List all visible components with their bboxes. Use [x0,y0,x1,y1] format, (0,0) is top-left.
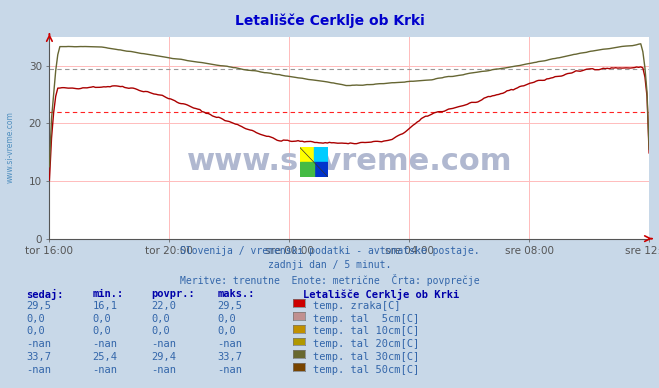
Text: -nan: -nan [92,339,117,349]
Text: 0,0: 0,0 [152,314,170,324]
Text: temp. zraka[C]: temp. zraka[C] [313,301,401,311]
Text: Slovenija / vremenski podatki - avtomatske postaje.: Slovenija / vremenski podatki - avtomats… [180,246,479,256]
Text: Letališče Cerklje ob Krki: Letališče Cerklje ob Krki [303,289,459,300]
Text: temp. tal 20cm[C]: temp. tal 20cm[C] [313,339,419,349]
Text: 0,0: 0,0 [26,326,45,336]
Text: -nan: -nan [152,365,177,375]
Text: 0,0: 0,0 [92,314,111,324]
Text: 0,0: 0,0 [217,314,236,324]
Text: temp. tal  5cm[C]: temp. tal 5cm[C] [313,314,419,324]
Text: -nan: -nan [152,339,177,349]
Text: 25,4: 25,4 [92,352,117,362]
Bar [314,147,328,162]
Text: www.si-vreme.com: www.si-vreme.com [186,147,512,177]
Text: www.si-vreme.com: www.si-vreme.com [5,111,14,184]
Bar [300,147,314,162]
Text: 0,0: 0,0 [152,326,170,336]
Text: 29,5: 29,5 [26,301,51,311]
Text: 29,4: 29,4 [152,352,177,362]
Text: sedaj:: sedaj: [26,289,64,300]
Text: 0,0: 0,0 [26,314,45,324]
Text: zadnji dan / 5 minut.: zadnji dan / 5 minut. [268,260,391,270]
Text: Meritve: trenutne  Enote: metrične  Črta: povprečje: Meritve: trenutne Enote: metrične Črta: … [180,274,479,286]
Text: 0,0: 0,0 [92,326,111,336]
Text: 29,5: 29,5 [217,301,243,311]
Text: temp. tal 30cm[C]: temp. tal 30cm[C] [313,352,419,362]
Text: -nan: -nan [26,339,51,349]
Text: maks.:: maks.: [217,289,255,299]
Text: povpr.:: povpr.: [152,289,195,299]
Text: -nan: -nan [92,365,117,375]
Text: 22,0: 22,0 [152,301,177,311]
Text: -nan: -nan [26,365,51,375]
Text: 33,7: 33,7 [217,352,243,362]
Bar [300,162,314,177]
Text: Letališče Cerklje ob Krki: Letališče Cerklje ob Krki [235,14,424,28]
Text: 0,0: 0,0 [217,326,236,336]
Text: 16,1: 16,1 [92,301,117,311]
Text: min.:: min.: [92,289,123,299]
Text: temp. tal 10cm[C]: temp. tal 10cm[C] [313,326,419,336]
Text: -nan: -nan [217,365,243,375]
Polygon shape [314,162,328,177]
Text: temp. tal 50cm[C]: temp. tal 50cm[C] [313,365,419,375]
Text: -nan: -nan [217,339,243,349]
Text: 33,7: 33,7 [26,352,51,362]
